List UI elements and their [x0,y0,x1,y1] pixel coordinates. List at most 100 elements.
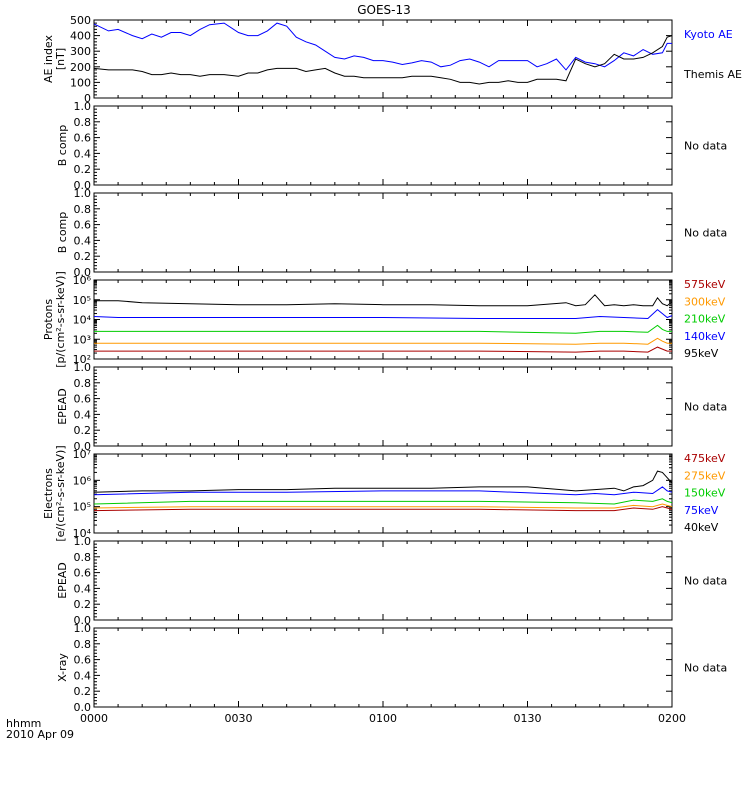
panel-frame [93,366,673,447]
y-tick-label: 0.8 [74,116,92,129]
y-tick-label: 0.4 [74,234,92,247]
y-tick-label: 0.2 [74,685,92,698]
panel-8: 0.0 0.2 0.4 0.6 0.8 1.0 X-ray No data [56,622,727,714]
y-tick-label: 10⁵ [73,294,91,307]
y-tick-label: 1.0 [74,187,92,200]
y-tick-label: 0.0 [74,440,92,453]
legend-150kev: 150keV [684,487,726,500]
y-tick-label: 0.8 [74,638,92,651]
legend-575kev: 575keV [684,278,726,291]
y-tick-label: 500 [70,14,91,27]
y-axis-label: [e/(cm²-s-sr-keV)] [54,445,67,541]
y-tick-label: 0.6 [74,219,92,232]
series-line-150kev [93,498,673,505]
y-axis-label: X-ray [56,653,69,682]
y-tick-label: 0.8 [74,203,92,216]
y-axis-label: B comp [56,125,69,167]
y-tick-label: 0.0 [74,266,92,279]
y-tick-label: 10⁶ [73,274,92,287]
series-line-275kev [93,503,673,509]
y-tick-label: 0.4 [74,408,92,421]
y-axis-label: EPEAD [56,388,69,425]
y-axis-label: [p/(cm²-s-sr-keV)] [54,271,67,368]
x-tick-label: 0000 [80,712,108,725]
y-tick-label: 10⁴ [73,314,92,327]
y-tick-label: 0.0 [74,614,92,627]
y-tick-label: 0.0 [74,179,92,192]
series-line-95kev [94,294,673,307]
legend-275kev: 275keV [684,469,726,482]
x-tick-label: 0130 [514,712,542,725]
y-axis-label: AE index [42,34,55,83]
series-line-300kev [94,337,672,345]
panel-1: 0 100 200 300 400 500 AE index [nT] Kyoto AE Them… [42,14,742,105]
y-tick-label: 0.4 [74,147,92,160]
y-tick-label: 10⁷ [73,448,91,461]
series-line-themis-ae [93,35,673,85]
y-tick-label: 0.2 [74,598,92,611]
legend-140kev: 140keV [684,330,726,343]
time-axis-hhmm-label: hhmm [6,717,41,730]
panel-frame [93,453,673,534]
y-tick-label: 0.0 [74,701,92,714]
legend-475kev: 475keV [684,452,726,465]
panel-3: 0.0 0.2 0.4 0.6 0.8 1.0 B comp No data [56,187,727,279]
time-axis-date-label: 2010 Apr 09 [6,728,74,741]
legend-kyoto-ae: Kyoto AE [684,28,733,41]
series-line-475kev [93,506,673,512]
y-tick-label: 10⁴ [73,527,92,540]
panel-frame [93,192,673,273]
y-tick-label: 200 [70,61,91,74]
panel-frame [93,279,673,360]
y-tick-label: 1.0 [74,361,92,374]
y-tick-label: 0.6 [74,393,92,406]
panel-frame [93,19,673,99]
y-tick-label: 0.2 [74,424,92,437]
series-line-210kev [94,324,672,334]
y-axis-label: Protons [42,299,55,340]
x-tick-label: 0100 [369,712,397,725]
legend-95kev: 95keV [684,347,719,360]
y-tick-label: 10⁶ [73,474,92,487]
legend-themis-ae: Themis AE [683,68,742,81]
panel-2: 0.0 0.2 0.4 0.6 0.8 1.0 B comp No data [56,100,727,192]
y-tick-label: 0.6 [74,132,92,145]
y-axis-label: B comp [56,212,69,254]
legend-40kev: 40keV [684,521,719,534]
y-tick-label: 10² [73,353,91,366]
panel-7: 0.0 0.2 0.4 0.6 0.8 1.0 EPEAD No data [56,535,727,627]
y-axis-label: Electrons [42,468,55,519]
series-line-kyoto-ae [93,22,672,71]
panel-4: 10² 10³ 10⁴ 10⁵ 10⁶ Protons [p/(cm²-s-sr-keV)]… [42,271,726,368]
y-tick-label: 0.2 [74,250,92,263]
y-tick-label: 1.0 [74,100,92,113]
no-data-label: No data [684,401,727,414]
panel-frame [93,540,673,621]
y-axis-label: EPEAD [56,562,69,599]
legend-210kev: 210keV [684,313,726,326]
x-tick-label: 0030 [225,712,253,725]
panel-frame [93,627,673,708]
panel-5: 0.0 0.2 0.4 0.6 0.8 1.0 EPEAD No data [56,361,727,453]
y-tick-label: 400 [70,30,91,43]
legend-300kev: 300keV [684,295,726,308]
series-line-75kev [93,486,673,496]
y-tick-label: 100 [70,76,91,89]
x-tick-label: 0200 [658,712,686,725]
panel-6: 10⁴ 10⁵ 10⁶ 10⁷ Electrons [e/(cm²-s-sr-keV)] 4… [42,445,726,541]
y-tick-label: 0.8 [74,551,92,564]
y-tick-label: 0.6 [74,567,92,580]
y-axis-label: [nT] [54,48,67,70]
plot-title: GOES-13 [357,3,411,17]
y-tick-label: 0.8 [74,377,92,390]
series-line-575kev [94,346,672,353]
series-line-140kev [93,308,673,320]
no-data-label: No data [684,662,727,675]
no-data-label: No data [684,227,727,240]
no-data-label: No data [684,575,727,588]
y-tick-label: 0.6 [74,654,92,667]
y-tick-label: 0 [84,92,91,105]
y-tick-label: 1.0 [74,535,92,548]
series-line-40kev [93,470,673,493]
